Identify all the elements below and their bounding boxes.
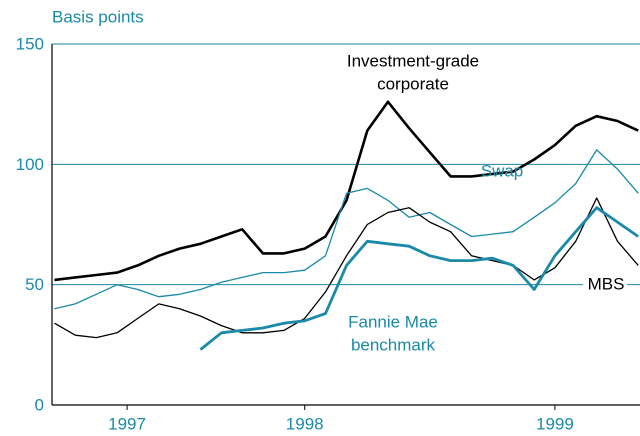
annotation: Investment-grade xyxy=(347,51,479,70)
label-backdrop xyxy=(583,276,627,294)
annotation: benchmark xyxy=(351,335,436,354)
series-line xyxy=(199,206,639,351)
annotation: Swap xyxy=(481,161,524,180)
x-tick-label: 1999 xyxy=(536,414,574,433)
x-tick-label: 1997 xyxy=(108,414,146,433)
y-tick-label: 100 xyxy=(16,155,44,174)
x-tick-label: 1998 xyxy=(286,414,324,433)
series-line xyxy=(54,149,639,310)
y-tick-label: 150 xyxy=(16,34,44,53)
annotation: MBS xyxy=(588,274,625,293)
annotation: corporate xyxy=(377,74,449,93)
annotation: Fannie Mae xyxy=(348,312,438,331)
y-tick-label: 0 xyxy=(35,395,44,414)
y-axis-label: Basis points xyxy=(52,7,144,26)
y-tick-label: 50 xyxy=(25,275,44,294)
series-line xyxy=(54,100,639,282)
